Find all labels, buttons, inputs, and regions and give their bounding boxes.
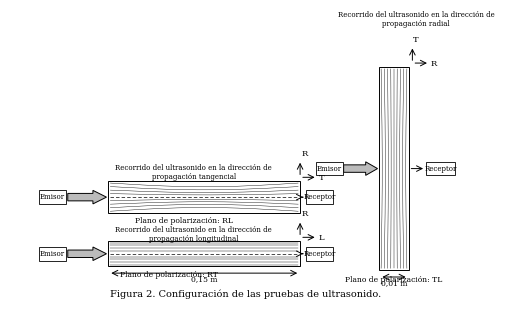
Bar bbox=[108, 241, 300, 266]
Text: T: T bbox=[319, 174, 324, 182]
Bar bbox=[426, 162, 455, 175]
Text: Plano de polarización: RL: Plano de polarización: RL bbox=[135, 217, 233, 225]
Text: Receptor: Receptor bbox=[303, 250, 335, 258]
Text: R: R bbox=[431, 60, 437, 68]
Bar bbox=[39, 247, 66, 261]
Text: Emisor: Emisor bbox=[317, 165, 342, 173]
Bar bbox=[108, 181, 300, 213]
Text: Recorrido del ultrasonido en la dirección de
propagación longitudinal: Recorrido del ultrasonido en la direcció… bbox=[115, 226, 272, 243]
Text: T: T bbox=[413, 36, 419, 44]
Text: Receptor: Receptor bbox=[303, 193, 335, 201]
Text: Figura 2. Configuración de las pruebas de ultrasonido.: Figura 2. Configuración de las pruebas d… bbox=[110, 290, 382, 299]
Bar bbox=[306, 247, 333, 261]
Text: Plano de polarización: TL: Plano de polarización: TL bbox=[346, 276, 443, 284]
Text: L: L bbox=[319, 234, 324, 242]
Text: 0,15 m: 0,15 m bbox=[191, 275, 217, 283]
Text: Plano de polarización: RT: Plano de polarización: RT bbox=[121, 271, 218, 279]
Polygon shape bbox=[344, 162, 378, 175]
Bar bbox=[316, 162, 343, 175]
Bar bbox=[380, 67, 409, 270]
Text: Recorrido del ultrasonido en la dirección de
propagación tangencial: Recorrido del ultrasonido en la direcció… bbox=[115, 164, 272, 181]
Text: Emisor: Emisor bbox=[40, 250, 65, 258]
Polygon shape bbox=[68, 247, 106, 261]
Bar bbox=[39, 190, 66, 204]
Polygon shape bbox=[68, 190, 106, 204]
Bar bbox=[306, 190, 333, 204]
Text: Recorrido del ultrasonido en la dirección de
propagación radial: Recorrido del ultrasonido en la direcció… bbox=[338, 11, 495, 28]
Text: 0,01 m: 0,01 m bbox=[381, 279, 407, 287]
Text: R: R bbox=[301, 210, 307, 218]
Text: R: R bbox=[301, 150, 307, 158]
Text: Emisor: Emisor bbox=[40, 193, 65, 201]
Text: Receptor: Receptor bbox=[425, 165, 457, 173]
